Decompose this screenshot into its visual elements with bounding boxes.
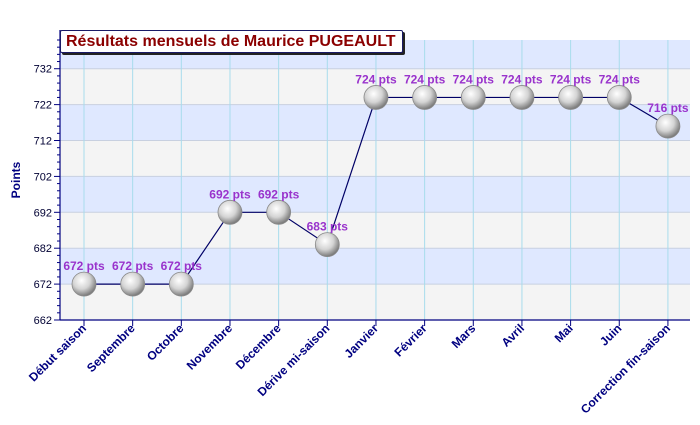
y-tick-label: 712 [34,136,52,148]
x-tick-label: Avril [499,321,527,349]
data-label: 724 pts [453,72,495,86]
data-point [266,199,292,225]
x-tick-label: Septembre [84,321,138,375]
y-tick-label: 722 [34,100,52,112]
data-point [509,85,535,110]
data-label: 716 pts [647,101,689,115]
grid-band [60,104,690,141]
grid-band [60,140,690,177]
data-label: 692 pts [258,187,300,201]
data-point [606,85,632,110]
data-point [120,271,146,297]
y-axis-title: Points [9,161,23,198]
data-label: 672 pts [63,259,105,273]
x-tick-label: Octobre [144,321,187,364]
x-tick-label: Mars [449,321,479,351]
data-point [168,271,194,297]
y-tick-label: 702 [34,171,52,183]
y-tick-label: 692 [34,207,52,219]
x-tick-label: Juin [597,321,624,348]
data-point [655,113,681,139]
data-point [460,85,486,110]
data-label: 724 pts [599,72,641,86]
data-point [71,271,97,297]
data-point [314,232,340,258]
data-point [412,85,438,110]
data-label: 683 pts [307,220,349,234]
y-tick-label: 682 [34,243,52,255]
grid-band [60,212,690,249]
grid-band [60,176,690,213]
data-label: 724 pts [404,72,446,86]
chart-title: Résultats mensuels de Maurice PUGEAULT [60,30,403,53]
x-tick-label: Correction fin-saison [578,321,673,416]
data-point [363,85,389,110]
x-tick-label: Décembre [233,321,284,372]
x-tick-label: Novembre [184,321,236,373]
data-label: 724 pts [501,72,543,86]
data-label: 672 pts [112,259,154,273]
data-label: 724 pts [550,72,592,86]
x-tick-label: Mai [552,321,576,345]
x-tick-label: Début saison [26,321,89,384]
y-tick-label: 662 [34,315,52,327]
y-tick-label: 732 [34,64,52,76]
data-point [217,199,243,225]
x-tick-label: Février [392,321,430,359]
data-label: 672 pts [161,259,203,273]
grid-band [60,284,690,320]
grid-band [60,248,690,285]
data-point [558,85,583,110]
data-label: 724 pts [355,72,397,86]
y-tick-label: 672 [34,279,52,291]
data-label: 692 pts [209,187,251,201]
x-tick-label: Janvier [341,321,381,361]
